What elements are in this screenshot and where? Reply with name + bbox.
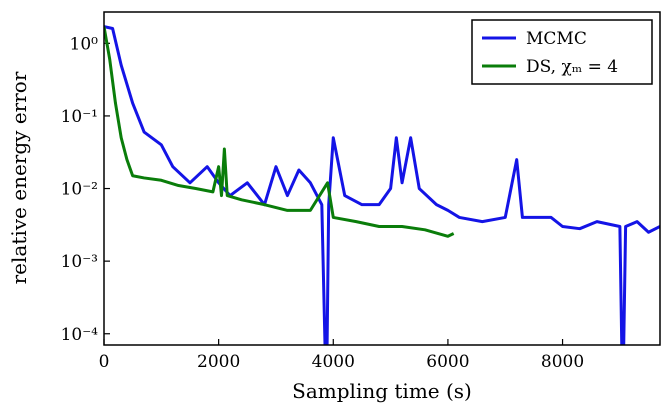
y-axis-label: relative energy error — [7, 71, 31, 284]
x-tick-label: 2000 — [197, 352, 240, 372]
legend-label: MCMC — [526, 29, 587, 49]
legend-label: DS, χₘ = 4 — [526, 57, 618, 77]
plot-area — [104, 25, 660, 345]
x-tick-label: 0 — [99, 352, 110, 372]
x-tick-label: 8000 — [541, 352, 584, 372]
legend-box — [471, 19, 653, 85]
plot-frame — [103, 11, 661, 346]
series-line — [104, 26, 455, 238]
y-tick-label: 10⁻¹ — [61, 107, 98, 127]
x-axis-label: Sampling time (s) — [292, 379, 472, 403]
x-tick-label: 6000 — [426, 352, 469, 372]
y-tick-label: 10⁰ — [70, 34, 99, 54]
y-tick-label: 10⁻² — [61, 180, 98, 200]
series-line — [104, 25, 660, 345]
y-tick-label: 10⁻⁴ — [61, 325, 99, 345]
x-tick-label: 4000 — [312, 352, 355, 372]
y-tick-label: 10⁻³ — [61, 252, 98, 272]
